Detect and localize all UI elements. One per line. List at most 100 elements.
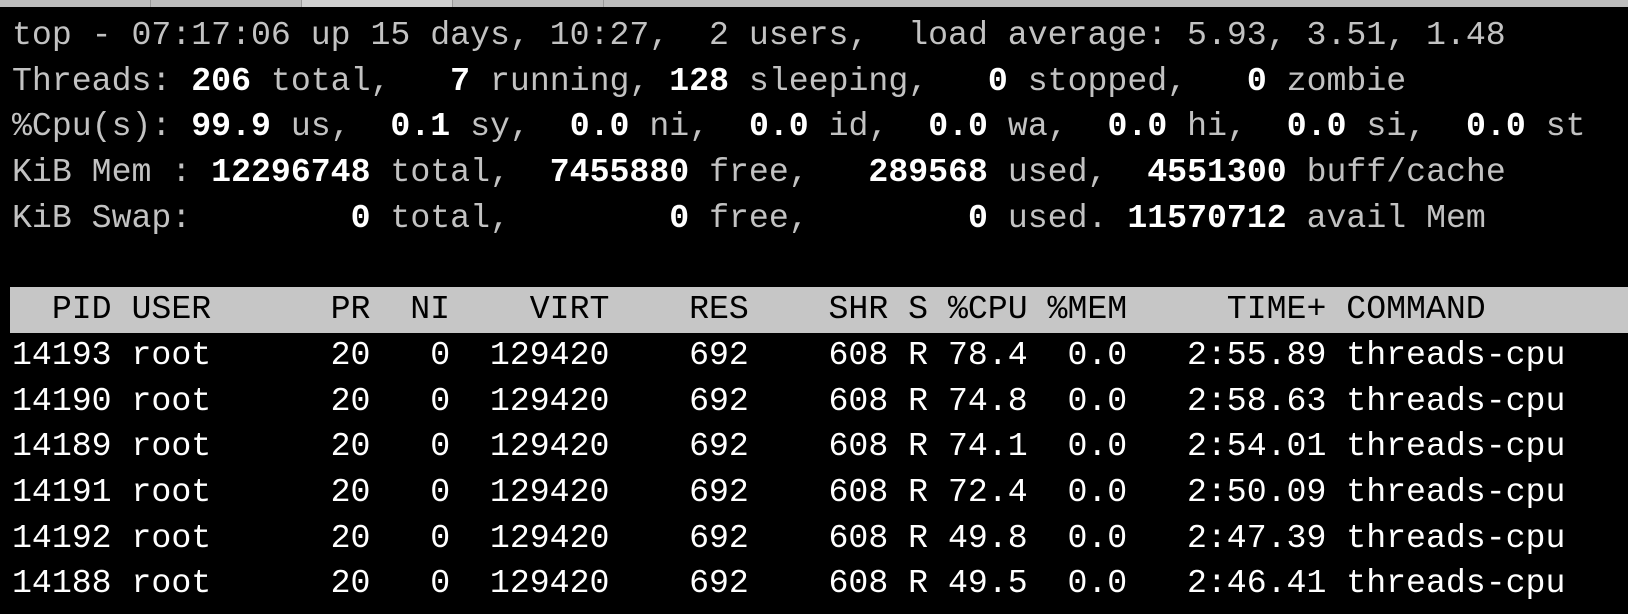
label: si,	[1346, 107, 1447, 146]
cell-user: root	[131, 381, 212, 420]
cell-priority: 20	[330, 427, 371, 466]
label: running,	[470, 61, 670, 100]
process-row[interactable]: 14190 root 20 0 129420 692 608 R 74.8 0.0 2:58.63 t…	[0, 379, 1628, 425]
column-header-cpu-percent[interactable]: %CPU	[947, 290, 1028, 329]
cell-shr: 608	[828, 564, 889, 603]
cell-nice: 0	[430, 518, 451, 557]
value: 0.0	[1266, 107, 1347, 146]
cell-priority: 20	[330, 335, 371, 374]
cell-command: threads-cpu	[1346, 564, 1566, 603]
cell-cpu-percent: 74.1	[947, 427, 1028, 466]
label: id,	[808, 107, 909, 146]
cell-mem-percent: 0.0	[1067, 335, 1128, 374]
cell-pid: 14189	[12, 427, 112, 466]
value: 0.0	[729, 107, 809, 146]
cell-user: root	[131, 335, 212, 374]
column-header-nice[interactable]: NI	[410, 290, 451, 329]
cell-shr: 608	[828, 335, 889, 374]
cell-state: R	[908, 472, 929, 511]
cell-priority: 20	[330, 564, 371, 603]
column-header-shr[interactable]: SHR	[828, 290, 889, 329]
value: 0.0	[1087, 107, 1168, 146]
cell-mem-percent: 0.0	[1067, 518, 1128, 557]
cell-nice: 0	[430, 564, 451, 603]
cell-command: threads-cpu	[1346, 472, 1566, 511]
cell-res: 692	[689, 518, 749, 557]
label: sleeping,	[729, 61, 949, 100]
cell-nice: 0	[430, 381, 451, 420]
column-header-state[interactable]: S	[908, 290, 929, 329]
value: 0	[191, 198, 371, 237]
column-header-priority[interactable]: PR	[330, 290, 371, 329]
column-header-virt[interactable]: VIRT	[529, 290, 610, 329]
cell-res: 692	[689, 427, 749, 466]
process-row[interactable]: 14192 root 20 0 129420 692 608 R 49.8 0.0 2:47.39 t…	[0, 516, 1628, 562]
cpu-line: %Cpu(s): 99.9 us, 0.1 sy, 0.0 ni, 0.0 id…	[0, 104, 1628, 150]
label: free,	[689, 153, 829, 192]
label: KiB Swap:	[12, 198, 192, 237]
process-table-body: 14193 root 20 0 129420 692 608 R 78.4 0.0 2:55.89 t…	[0, 333, 1628, 607]
cell-state: R	[908, 518, 929, 557]
cell-pid: 14188	[12, 564, 112, 603]
label: stopped,	[1007, 61, 1207, 100]
label: st	[1525, 107, 1586, 146]
value: 0.0	[908, 107, 988, 146]
cell-command: threads-cpu	[1346, 427, 1566, 466]
column-header-user[interactable]: USER	[131, 290, 212, 329]
cell-user: root	[131, 427, 212, 466]
cell-time: 2:46.41	[1186, 564, 1327, 603]
cell-shr: 608	[828, 427, 889, 466]
tab[interactable]	[151, 0, 302, 7]
tab-active[interactable]	[302, 0, 453, 7]
cell-shr: 608	[828, 518, 889, 557]
cell-state: R	[908, 564, 929, 603]
cell-virt: 129420	[489, 335, 610, 374]
cell-mem-percent: 0.0	[1067, 381, 1128, 420]
column-header-time[interactable]: TIME+	[1226, 290, 1327, 329]
cell-virt: 129420	[489, 518, 610, 557]
cell-user: root	[131, 564, 212, 603]
terminal-tab-bar[interactable]	[0, 0, 1628, 7]
cell-nice: 0	[430, 427, 451, 466]
value: 12296748	[211, 153, 371, 192]
value: 0.1	[370, 107, 451, 146]
label: used.	[987, 198, 1128, 237]
label: hi,	[1167, 107, 1267, 146]
cell-res: 692	[689, 381, 749, 420]
column-header-command[interactable]: COMMAND	[1346, 290, 1486, 329]
value: 0	[529, 198, 690, 237]
value: 11570712	[1127, 198, 1287, 237]
cell-cpu-percent: 49.5	[947, 564, 1028, 603]
label: wa,	[987, 107, 1088, 146]
value: 206	[191, 61, 251, 100]
label: KiB Mem :	[12, 153, 212, 192]
process-row[interactable]: 14189 root 20 0 129420 692 608 R 74.1 0.0 2:54.01 t…	[0, 424, 1628, 470]
label: total,	[251, 61, 411, 100]
cell-pid: 14193	[12, 335, 112, 374]
label: zombie	[1266, 61, 1407, 100]
label: total,	[370, 153, 530, 192]
process-row[interactable]: 14193 root 20 0 129420 692 608 R 78.4 0.0 2:55.89 t…	[0, 333, 1628, 379]
label: avail Mem	[1286, 198, 1486, 237]
column-header-mem-percent[interactable]: %MEM	[1047, 290, 1128, 329]
cell-command: threads-cpu	[1346, 518, 1566, 557]
cell-shr: 608	[828, 381, 889, 420]
label: us,	[270, 107, 371, 146]
label: free,	[689, 198, 829, 237]
cell-virt: 129420	[489, 564, 610, 603]
cell-pid: 14191	[12, 472, 112, 511]
process-row[interactable]: 14191 root 20 0 129420 692 608 R 72.4 0.0 2:50.09 t…	[0, 470, 1628, 516]
value: 128	[669, 61, 729, 100]
process-row[interactable]: 14188 root 20 0 129420 692 608 R 49.5 0.0 2:46.41 t…	[0, 561, 1628, 607]
cell-state: R	[908, 335, 929, 374]
tab[interactable]	[453, 0, 604, 7]
value: 289568	[828, 153, 988, 192]
value: 0.0	[1446, 107, 1526, 146]
tab[interactable]	[0, 0, 151, 7]
terminal-output[interactable]: top - 07:17:06 up 15 days, 10:27, 2 user…	[0, 13, 1628, 607]
column-header-pid[interactable]: PID	[51, 290, 112, 329]
column-header-res[interactable]: RES	[689, 290, 749, 329]
swap-line: KiB Swap: 0 total, 0 free, 0 used. 11570…	[0, 196, 1628, 242]
cell-time: 2:54.01	[1186, 427, 1327, 466]
label: total,	[370, 198, 530, 237]
